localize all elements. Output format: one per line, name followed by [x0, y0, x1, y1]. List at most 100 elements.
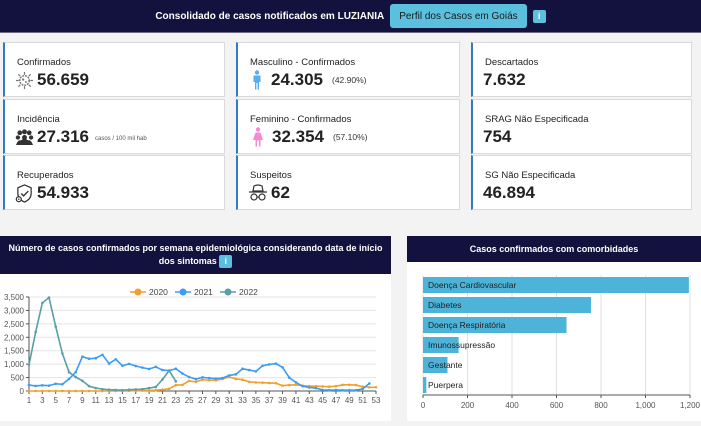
info-icon[interactable]: i — [219, 255, 233, 269]
data-point — [321, 388, 324, 392]
data-point — [287, 383, 291, 387]
data-point — [341, 388, 344, 392]
bar-5 — [423, 377, 427, 393]
sg-value: 46.894 — [483, 183, 535, 202]
srag-value: 754 — [483, 127, 512, 146]
bar-3 — [423, 337, 459, 353]
data-point — [147, 389, 151, 392]
card-sg: SG Não Especificada 46.894 — [471, 155, 692, 210]
data-point — [81, 379, 84, 383]
shield-check-icon — [15, 183, 32, 203]
data-point — [201, 376, 204, 379]
x-tick-label: 800 — [594, 401, 608, 410]
descartados-value: 7.632 — [483, 70, 526, 89]
card-feminino: Feminino - Confirmados 32.354 (57.10%) — [236, 99, 460, 154]
data-point — [34, 330, 37, 334]
bar-chart: 0 200 400 600 800 1,000 1,200 Doença Cardiovasc… — [421, 275, 701, 410]
x-tick-label: 17 — [131, 396, 140, 405]
y-tick-label: 3,000 — [4, 306, 25, 315]
data-point — [261, 364, 264, 368]
crowd-icon — [15, 128, 34, 145]
data-point — [134, 388, 138, 391]
data-point — [167, 369, 171, 372]
data-point — [154, 388, 158, 392]
card-label: Feminino - Confirmados — [250, 114, 352, 125]
city-name: LUZIANIA — [337, 10, 385, 22]
card-confirmados: Confirmados 56.659 — [3, 42, 225, 97]
x-tick-label: 7 — [67, 396, 72, 405]
data-point — [221, 376, 224, 380]
feminino-pct: (57.10%) — [333, 132, 368, 142]
data-point — [74, 370, 78, 374]
data-point — [348, 383, 351, 387]
data-point — [81, 355, 84, 358]
card-descartados: Descartados 7.632 — [471, 42, 692, 97]
data-point — [41, 384, 44, 387]
data-point — [54, 382, 57, 386]
data-point — [207, 376, 211, 380]
data-point — [254, 381, 258, 384]
data-point — [101, 389, 104, 393]
confirmados-value: 56.659 — [37, 70, 89, 89]
x-tick-label: 45 — [318, 396, 327, 405]
data-point — [174, 367, 178, 371]
data-point — [161, 368, 164, 372]
bar-label: Puerpera — [428, 380, 463, 390]
card-recuperados: Recuperados 54.933 — [3, 155, 225, 210]
data-point — [354, 388, 358, 392]
x-tick-label: 23 — [171, 396, 180, 405]
data-point — [227, 374, 231, 377]
bar-chart-header: Casos confirmados com comorbidades — [407, 236, 701, 262]
data-point — [94, 386, 98, 390]
info-icon[interactable]: i — [532, 9, 546, 23]
top-header: Consolidado de casos notificados em LUZI… — [0, 0, 701, 33]
data-point — [121, 388, 124, 392]
card-label: SG Não Especificada — [485, 170, 576, 181]
data-point — [127, 362, 131, 366]
female-icon — [253, 127, 263, 147]
x-tick-label: 1 — [27, 396, 32, 405]
data-point — [61, 382, 64, 386]
data-point — [247, 380, 251, 384]
data-point — [47, 389, 51, 393]
y-tick-label: 2,000 — [4, 333, 25, 342]
card-label: Descartados — [485, 57, 539, 68]
data-point — [134, 364, 138, 368]
x-tick-label: 3 — [40, 396, 45, 405]
x-tick-label: 15 — [118, 396, 127, 405]
data-point — [107, 362, 111, 365]
x-tick-label: 27 — [198, 396, 207, 405]
data-point — [361, 387, 364, 391]
x-tick-label: 31 — [225, 396, 234, 405]
data-point — [241, 378, 244, 382]
data-point — [107, 388, 111, 391]
data-point — [274, 362, 278, 365]
data-point — [374, 385, 378, 389]
data-point — [341, 383, 344, 387]
data-point — [348, 388, 351, 392]
x-tick-label: 29 — [211, 396, 220, 405]
data-point — [61, 352, 64, 355]
x-tick-label: 13 — [105, 396, 114, 405]
masculino-pct: (42.90%) — [332, 75, 367, 85]
x-tick-label: 41 — [291, 396, 300, 405]
data-point — [321, 385, 324, 388]
perfil-goias-button[interactable]: Perfil dos Casos em Goiás — [390, 4, 527, 28]
x-tick-label: 47 — [332, 396, 341, 405]
data-point — [81, 389, 84, 393]
data-point — [301, 384, 304, 388]
legend-marker — [179, 288, 187, 296]
incidencia-value: 27.316 — [37, 127, 89, 146]
data-point — [368, 382, 371, 385]
data-point — [368, 385, 371, 389]
data-point — [147, 367, 151, 371]
x-tick-label: 400 — [505, 401, 519, 410]
data-point — [94, 389, 98, 393]
data-point — [141, 387, 144, 391]
line-chart-header: Número de casos confirmados por semana e… — [0, 236, 391, 274]
data-point — [67, 389, 71, 393]
data-point — [314, 386, 318, 390]
incidencia-unit: casos / 100 mil hab — [95, 136, 147, 142]
card-label: Masculino - Confirmados — [250, 57, 356, 68]
data-point — [167, 387, 171, 391]
